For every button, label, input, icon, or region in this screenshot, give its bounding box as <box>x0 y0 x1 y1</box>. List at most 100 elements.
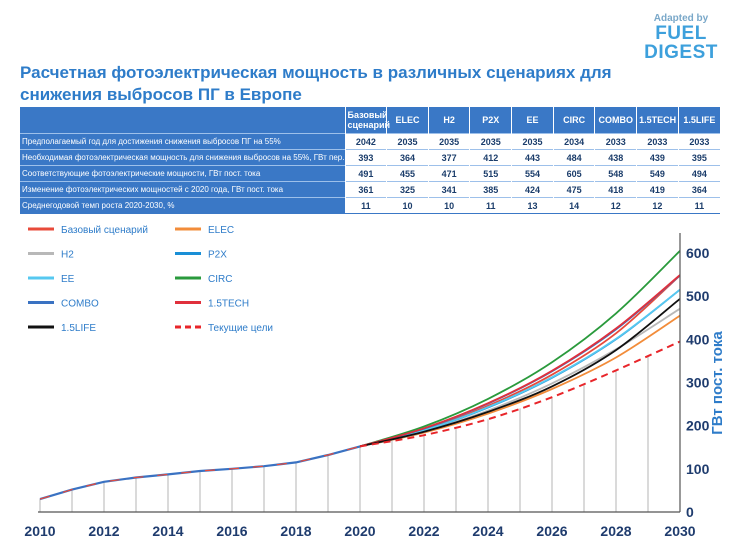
x-tick-label: 2014 <box>152 523 183 539</box>
x-tick-label: 2016 <box>216 523 247 539</box>
table-header-blank <box>20 107 345 134</box>
series-line <box>359 274 681 448</box>
table-cell: 2034 <box>552 133 595 150</box>
y-tick-label: 0 <box>686 504 694 520</box>
legend-label: EE <box>61 274 75 285</box>
table-cell: 12 <box>636 197 679 214</box>
table-cell: 395 <box>677 149 720 166</box>
table-row-label: Необходимая фотоэлектрическая мощность д… <box>20 149 345 166</box>
table-row: Изменение фотоэлектрических мощностей с … <box>20 181 720 198</box>
table-row-label: Изменение фотоэлектрических мощностей с … <box>20 181 345 198</box>
y-tick-label: 500 <box>686 288 710 304</box>
table-cell: 10 <box>427 197 470 214</box>
y-tick-label: 300 <box>686 375 710 391</box>
fuel-digest-logo: Adapted by FUEL DIGEST <box>636 14 726 63</box>
chart-axes: 2010 2012 2014 2016 2018 2020 2022 2024 2026 2028… <box>24 233 710 539</box>
table-header-cell: 1.5TECH <box>636 107 679 134</box>
x-tick-label: 2022 <box>408 523 439 539</box>
legend-label: Базовый сценарий <box>61 225 148 236</box>
table-cell: 393 <box>344 149 387 166</box>
legend-label: 1.5LIFE <box>61 323 96 334</box>
table-cell: 11 <box>677 197 720 214</box>
table-cell: 2033 <box>677 133 720 150</box>
table-header-cell: EE <box>511 107 554 134</box>
table-cell: 419 <box>636 181 679 198</box>
table-cell: 2042 <box>344 133 387 150</box>
table-cell: 2035 <box>469 133 512 150</box>
table-cell: 475 <box>552 181 595 198</box>
series-line <box>359 298 681 448</box>
table-row: Среднегодовой темп роста 2020-2030, % 11… <box>20 197 720 214</box>
page-title: Расчетная фотоэлектрическая мощность в р… <box>20 63 612 104</box>
table-cell: 438 <box>594 149 637 166</box>
table-cell: 10 <box>386 197 429 214</box>
x-tick-label: 2028 <box>600 523 631 539</box>
table-cell: 14 <box>552 197 595 214</box>
table-header-cell: 1.5LIFE <box>677 107 720 134</box>
table-cell: 2035 <box>386 133 429 150</box>
table-cell: 11 <box>344 197 387 214</box>
table-cell: 494 <box>677 165 720 182</box>
x-tick-label: 2012 <box>88 523 119 539</box>
legend-label: 1.5TECH <box>208 299 249 310</box>
table-row-label: Предполагаемый год для достижения снижен… <box>20 133 345 150</box>
table-cell: 418 <box>594 181 637 198</box>
table-cell: 515 <box>469 165 512 182</box>
x-tick-label: 2026 <box>536 523 567 539</box>
table-cell: 13 <box>511 197 554 214</box>
table-cell: 554 <box>511 165 554 182</box>
table-cell: 364 <box>386 149 429 166</box>
y-tick-label: 200 <box>686 418 710 434</box>
table-cell: 424 <box>511 181 554 198</box>
chart-legend: Базовый сценарий ELEC H2 P2X EE CIRC COMBO 1.5T… <box>28 225 273 334</box>
table-header-cell: COMBO <box>594 107 637 134</box>
table-cell: 2033 <box>636 133 679 150</box>
x-tick-label: 2030 <box>664 523 695 539</box>
x-tick-label: 2018 <box>280 523 311 539</box>
y-axis-label: ГВт пост. тока <box>709 331 726 435</box>
scenario-table: Базовый сценарий ELEC H2 P2X EE CIRC COM… <box>20 107 720 214</box>
table-row: Соответствующие фотоэлектрические мощнос… <box>20 165 720 182</box>
series-line <box>359 250 681 448</box>
series-line <box>359 288 681 448</box>
table-cell: 549 <box>636 165 679 182</box>
table-header-cell: H2 <box>427 107 470 134</box>
table-cell: 471 <box>427 165 470 182</box>
table-cell: 385 <box>469 181 512 198</box>
legend-label: ELEC <box>208 225 234 236</box>
table-cell: 341 <box>427 181 470 198</box>
table-header-cell: Базовый сценарий <box>344 107 390 134</box>
table-cell: 455 <box>386 165 429 182</box>
table-cell: 377 <box>427 149 470 166</box>
table-header-cell: CIRC <box>552 107 595 134</box>
y-tick-label: 400 <box>686 331 710 347</box>
x-tick-label: 2020 <box>344 523 375 539</box>
table-cell: 325 <box>386 181 429 198</box>
legend-label: CIRC <box>208 274 232 285</box>
table-row: Необходимая фотоэлектрическая мощность д… <box>20 149 720 166</box>
table-cell: 491 <box>344 165 387 182</box>
table-cell: 484 <box>552 149 595 166</box>
history-line-overlay <box>39 445 361 500</box>
table-cell: 548 <box>594 165 637 182</box>
table-row-label: Соответствующие фотоэлектрические мощнос… <box>20 165 345 182</box>
table-row: Предполагаемый год для достижения снижен… <box>20 133 720 150</box>
table-header-row: Базовый сценарий ELEC H2 P2X EE CIRC COM… <box>20 107 720 134</box>
legend-label: P2X <box>208 250 227 261</box>
table-cell: 443 <box>511 149 554 166</box>
table-cell: 605 <box>552 165 595 182</box>
table-cell: 2033 <box>594 133 637 150</box>
scenario-lines <box>39 250 681 501</box>
table-header-cell: ELEC <box>386 107 429 134</box>
legend-label: Текущие цели <box>208 323 273 334</box>
y-tick-label: 100 <box>686 461 710 477</box>
table-row-label: Среднегодовой темп роста 2020-2030, % <box>20 197 345 214</box>
logo-digest: DIGEST <box>644 42 718 63</box>
table-cell: 439 <box>636 149 679 166</box>
logo-fuel: FUEL <box>655 23 707 44</box>
table-cell: 2035 <box>427 133 470 150</box>
x-tick-label: 2010 <box>24 523 55 539</box>
table-cell: 12 <box>594 197 637 214</box>
table-cell: 11 <box>469 197 512 214</box>
